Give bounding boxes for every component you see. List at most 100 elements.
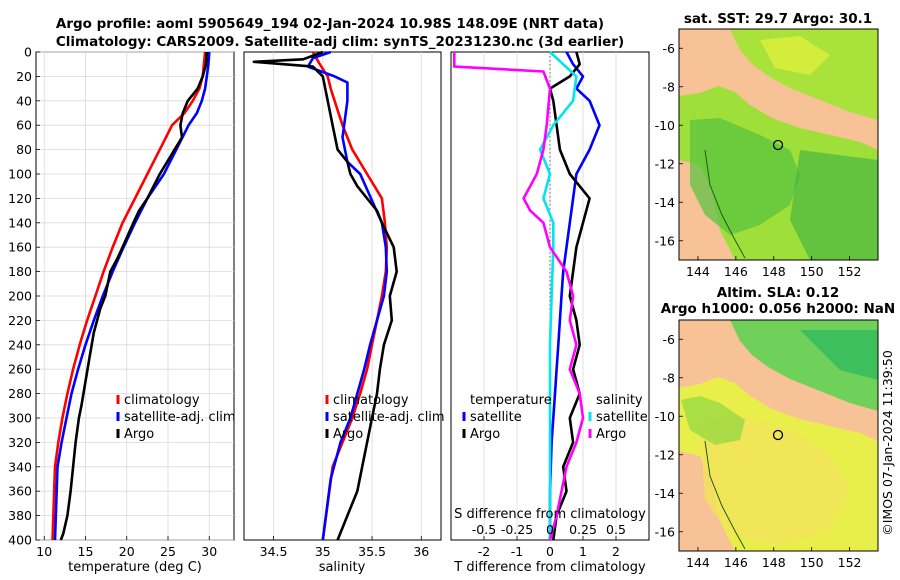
y-tick-label: 240 <box>8 337 32 352</box>
x-tick-label: 25 <box>160 544 176 559</box>
y-tick-label: 360 <box>8 484 32 499</box>
legend-title-salinity: salinity <box>596 393 643 408</box>
imos-credit: ©IMOS 07-Jan-2024 11:39:50 <box>880 350 895 536</box>
sst-warm-patch <box>760 36 830 75</box>
y-tick-label: 0 <box>24 45 32 60</box>
legend-label: satellite-adj. clim <box>333 410 445 425</box>
s-tick-label: -0.25 <box>501 522 533 537</box>
legend-label: Argo <box>470 427 500 442</box>
map-y-tick-label: -12 <box>655 156 675 171</box>
y-tick-label: 380 <box>8 508 32 523</box>
series-line-climatology <box>51 51 207 541</box>
map-y-tick-label: -8 <box>663 79 676 94</box>
map-x-tick-label: 152 <box>838 555 862 570</box>
legend-label: climatology <box>124 393 200 408</box>
sla-map-title: Altim. SLA: 0.12 <box>717 285 839 301</box>
y-tick-label: 220 <box>8 313 32 328</box>
temperature-panel: temperature (deg C) 10 15 20 25 300204060801… <box>8 45 235 576</box>
map-x-tick-label: 150 <box>800 555 824 570</box>
y-tick-label: 160 <box>8 240 32 255</box>
sst-cool-patch <box>690 118 800 235</box>
y-tick-label: 280 <box>8 386 32 401</box>
x-tick-label: 34.5 <box>260 544 288 559</box>
y-tick-label: 120 <box>8 191 32 206</box>
y-tick-label: 60 <box>16 118 32 133</box>
s-tick-label: 0.5 <box>606 522 626 537</box>
title-line-1: Argo profile: aoml 5905649_194 02-Jan-20… <box>56 16 604 32</box>
x-tick-label: -1 <box>511 544 523 559</box>
y-tick-label: 200 <box>8 289 32 304</box>
temperature-xlabel: temperature (deg C) <box>68 560 202 575</box>
map-x-tick-label: 152 <box>838 264 862 279</box>
series-line-satellite-adj-clim <box>306 50 389 541</box>
map-y-tick-label: -6 <box>663 332 676 347</box>
s-axis-label: S difference from climatology <box>454 507 646 522</box>
s-tick-label: -0.5 <box>472 522 496 537</box>
map-y-tick-label: -10 <box>655 118 675 133</box>
s-tick-label: 0 <box>546 522 554 537</box>
series-line-temperature-satellite <box>548 51 601 540</box>
series-line-argo <box>252 50 399 541</box>
legend-label: Argo <box>124 427 154 442</box>
legend-label: satellite-adj. clim <box>124 410 236 425</box>
x-tick-label: 15 <box>78 544 94 559</box>
series-line-salinity-satellite <box>538 51 578 540</box>
map-x-tick-label: 150 <box>800 264 824 279</box>
legend-title-temperature: temperature <box>470 393 552 408</box>
map-x-tick-label: 148 <box>762 264 786 279</box>
map-x-tick-label: 148 <box>762 555 786 570</box>
y-tick-label: 400 <box>8 533 32 548</box>
title-line-2: Climatology: CARS2009. Satellite-adj cli… <box>56 34 624 50</box>
map-y-tick-label: -16 <box>655 233 675 248</box>
y-tick-label: 40 <box>16 93 32 108</box>
map-y-tick-label: -14 <box>655 486 675 501</box>
map-x-tick-label: 146 <box>724 555 748 570</box>
sst-map: sat. SST: 29.7 Argo: 30.1 144 146 148 150 15… <box>655 11 879 279</box>
x-tick-label: 30 <box>201 544 217 559</box>
sla-mid-patch <box>681 396 745 445</box>
difference-panel: T difference from climatology -2 -1 0 1 2 tem… <box>450 51 650 575</box>
sla-low-patch <box>800 330 878 380</box>
y-tick-label: 180 <box>8 264 32 279</box>
y-tick-label: 100 <box>8 167 32 182</box>
y-tick-label: 340 <box>8 459 32 474</box>
sst-map-frame <box>678 28 879 261</box>
x-tick-label: 35.5 <box>358 544 386 559</box>
map-x-tick-label: 144 <box>686 555 710 570</box>
legend-label: climatology <box>333 393 409 408</box>
x-tick-label: 1 <box>579 544 587 559</box>
map-y-tick-label: -6 <box>663 41 676 56</box>
s-tick-label: 0.25 <box>569 522 597 537</box>
y-tick-label: 260 <box>8 362 32 377</box>
sla-map-subtitle: Argo h1000: 0.056 h2000: NaN <box>661 301 895 317</box>
series-line-temperature-argo <box>548 51 591 541</box>
sla-map: Altim. SLA: 0.12 Argo h1000: 0.056 h2000… <box>655 285 896 570</box>
x-tick-label: 0 <box>546 544 554 559</box>
x-tick-label: 20 <box>119 544 135 559</box>
series-line-salinity-argo <box>452 52 585 541</box>
y-tick-label: 140 <box>8 215 32 230</box>
map-y-tick-label: -16 <box>655 524 675 539</box>
sst-map-title: sat. SST: 29.7 Argo: 30.1 <box>684 11 872 27</box>
map-y-tick-label: -12 <box>655 447 675 462</box>
series-line-climatology <box>311 51 389 541</box>
sla-high-patch <box>700 415 850 545</box>
sla-isobath <box>704 440 746 550</box>
sst-isobath <box>704 149 746 259</box>
x-tick-label: -2 <box>478 544 490 559</box>
x-tick-label: 36 <box>413 544 429 559</box>
series-line-argo <box>59 51 209 541</box>
legend-label: satellite <box>596 410 648 425</box>
map-y-tick-label: -10 <box>655 409 675 424</box>
salinity-xlabel: salinity <box>319 560 366 575</box>
legend-label: Argo <box>596 427 626 442</box>
map-y-tick-label: -14 <box>655 195 675 210</box>
difference-xlabel: T difference from climatology <box>453 560 646 575</box>
legend-label: Argo <box>333 427 363 442</box>
sla-map-frame <box>678 319 879 552</box>
map-x-tick-label: 144 <box>686 264 710 279</box>
sst-cool-patch-east <box>790 150 878 260</box>
x-tick-label: 35 <box>315 544 331 559</box>
y-tick-label: 300 <box>8 411 32 426</box>
